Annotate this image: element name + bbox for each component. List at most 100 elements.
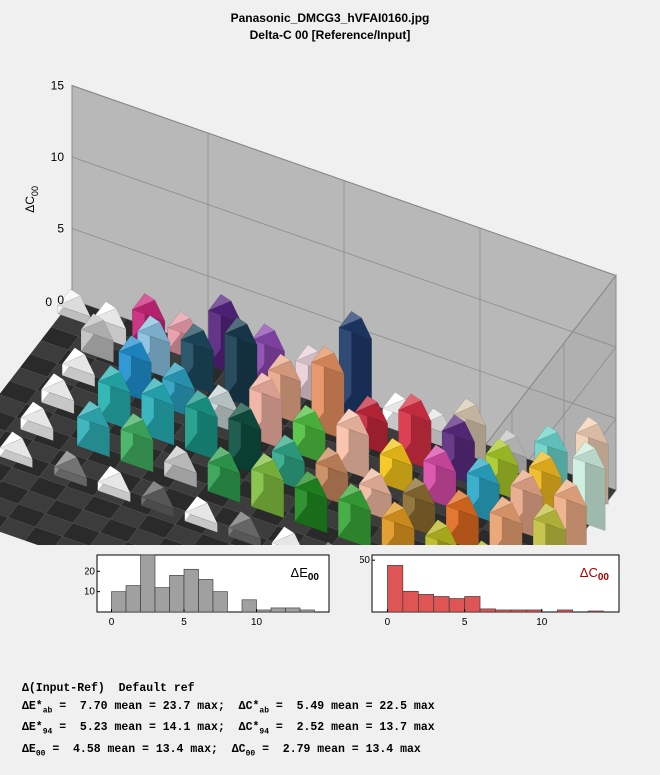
bar-roof-left <box>0 431 23 449</box>
histogram-bar <box>495 609 512 613</box>
histogram-bar <box>285 607 301 613</box>
x-tick-label: 0 <box>109 617 115 628</box>
z-axis-label-sub: 00 <box>30 186 40 196</box>
floor-tile <box>110 505 148 529</box>
bar-roof-left <box>207 293 232 312</box>
bar-roof-left <box>574 416 599 434</box>
bar-roof-left <box>97 364 122 383</box>
data-bar <box>117 334 152 404</box>
data-bar <box>445 489 480 545</box>
floor-tile <box>90 532 128 545</box>
histogram-bar <box>299 609 315 613</box>
bar-roof-left <box>267 353 292 371</box>
stat-subscript: 94 <box>42 727 53 737</box>
floor-tile <box>0 497 19 518</box>
stat-label: ΔC* <box>238 721 260 735</box>
bar-roof-left <box>53 450 78 468</box>
stats-row: ΔE00 = 4.58 mean = 13.4 max; ΔC00 = 2.79… <box>22 741 435 763</box>
bar-roof-left <box>424 519 449 537</box>
floor-tile <box>277 512 316 536</box>
floor-tile <box>0 514 8 528</box>
bar-roof-left <box>136 315 161 333</box>
bar-roof-front <box>267 360 302 382</box>
data-bar <box>227 401 262 477</box>
bar-roof-front <box>488 502 523 525</box>
bar-roof-left <box>248 372 273 390</box>
bar-roof-left <box>488 496 513 514</box>
z-tick-label: 10 <box>51 150 65 164</box>
data-bar <box>97 364 132 431</box>
histogram-bar <box>510 609 527 613</box>
data-bar <box>61 347 96 388</box>
floor-tile <box>164 524 203 545</box>
y-tick-label: 50 <box>360 555 370 566</box>
chart-subtitle: Delta-C 00 [Reference/Input] <box>249 28 411 42</box>
data-bar <box>380 500 415 545</box>
stat-subscript: 00 <box>245 749 256 759</box>
bar3d-plot: 051015050100150200050100150xyΔC00 <box>0 79 617 545</box>
y-tick-label: 10 <box>85 587 95 598</box>
bar-roof-left <box>131 293 156 311</box>
bar-roof-front <box>131 299 166 322</box>
bar-roof-left <box>477 540 489 545</box>
histogram-bar <box>526 609 543 613</box>
stat-value: = 4.58 mean = 13.4 max; <box>45 743 232 757</box>
floor-tile <box>55 536 87 545</box>
bar-roof-left <box>445 489 470 507</box>
bar-roof-left <box>76 400 101 418</box>
data-bar <box>271 525 301 545</box>
bar-roof-left <box>92 301 117 319</box>
data-bar <box>140 376 175 446</box>
stat-value: = 5.23 mean = 14.1 max; <box>52 721 239 735</box>
bar-roof-left <box>484 438 509 456</box>
bar-roof-left <box>553 478 578 496</box>
bar-roof-left <box>96 465 121 483</box>
bar-roof-left <box>80 313 105 331</box>
floor-tile <box>56 486 94 510</box>
floor-tile <box>0 411 16 431</box>
floor-tile <box>127 528 165 545</box>
histogram-bar <box>198 579 214 613</box>
floor-tile <box>20 354 58 377</box>
histogram-bar <box>241 599 257 613</box>
z-tick-label: 5 <box>57 222 64 236</box>
bar-roof-left <box>57 288 81 306</box>
data-bar <box>80 312 115 363</box>
floor-tile <box>40 327 79 350</box>
stat-value: = 5.49 mean = 22.5 max <box>269 699 435 713</box>
histogram-delta-c00: 0 5 10 50 ΔC00 <box>360 554 620 628</box>
floor-tile <box>0 481 29 504</box>
bar-roof-front <box>76 407 111 429</box>
data-bar <box>358 467 393 522</box>
bar-roof-left <box>140 377 165 395</box>
bar-roof-front <box>532 509 567 532</box>
histogram-label-sub: 00 <box>308 572 320 583</box>
histogram-bar <box>212 591 228 613</box>
stat-subscript: 94 <box>259 727 269 737</box>
stat-value: = 7.70 mean = 23.7 max; <box>52 699 239 713</box>
data-bar <box>379 437 413 495</box>
bar-roof-front <box>571 448 606 470</box>
histogram-bar <box>111 591 127 613</box>
bar-roof-left <box>184 495 208 514</box>
bar-roof-left <box>397 393 422 411</box>
bar-roof-left <box>571 441 596 459</box>
bar-roof-left <box>401 477 426 495</box>
histogram-bar <box>154 587 170 613</box>
stat-subscript: ab <box>259 705 269 715</box>
histogram-bar <box>587 610 604 613</box>
histogram-bar <box>479 608 496 613</box>
floor-tile <box>124 542 136 545</box>
bar-roof-left <box>140 480 165 498</box>
stat-value: = 2.52 mean = 13.7 max <box>269 721 435 735</box>
bar-roof-front <box>397 400 432 422</box>
floor-tile <box>28 477 67 500</box>
bar-roof-left <box>441 414 466 432</box>
bar-roof-front <box>61 354 96 376</box>
floor-tile <box>35 513 73 537</box>
x-tick-label: 5 <box>181 617 187 628</box>
bar-roof-left <box>534 425 558 443</box>
y-tick-label: 20 <box>85 566 95 577</box>
histogram-bar <box>402 590 419 613</box>
